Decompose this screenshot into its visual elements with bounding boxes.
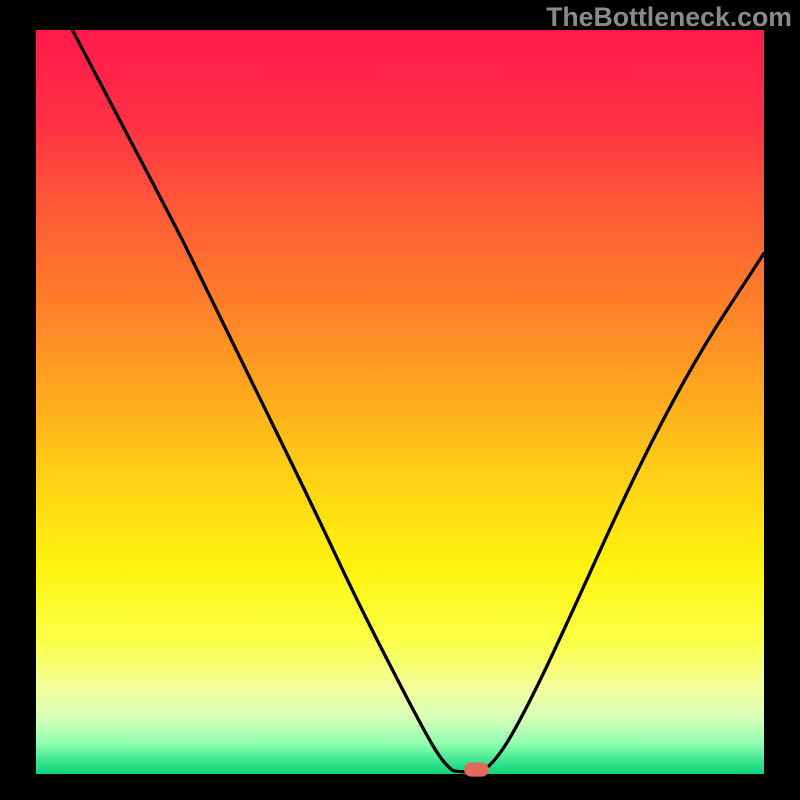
watermark-text: TheBottleneck.com: [546, 0, 800, 33]
plot-gradient: [36, 30, 764, 774]
bottleneck-chart: [0, 0, 800, 800]
curve-minimum-marker: [464, 762, 489, 776]
